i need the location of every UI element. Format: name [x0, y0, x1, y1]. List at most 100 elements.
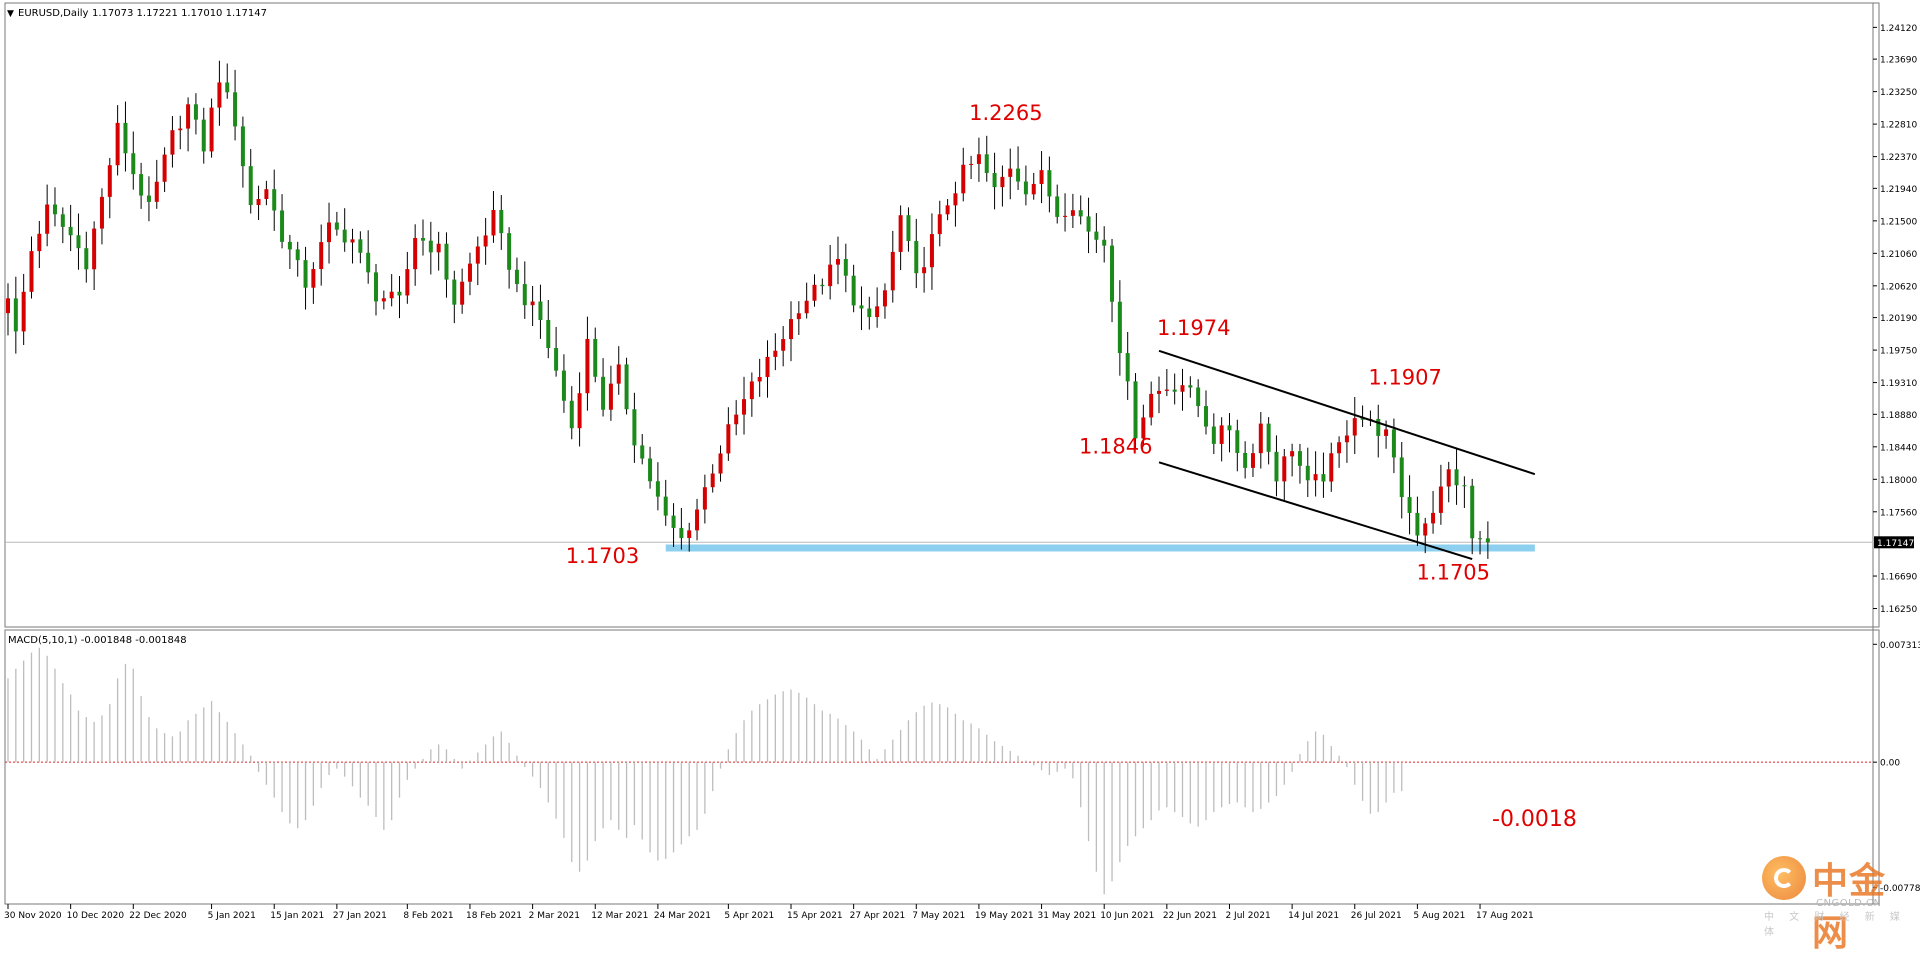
candle-body [6, 298, 10, 314]
candle-body [413, 238, 418, 270]
candle-body [1094, 231, 1099, 240]
candle-body [209, 107, 214, 152]
candle [1360, 405, 1365, 427]
macd-value-annotation: -0.0018 [1492, 807, 1577, 832]
candle [882, 283, 887, 319]
candle-body [139, 174, 144, 196]
candle [170, 116, 175, 168]
candle [796, 301, 801, 335]
candle [546, 300, 551, 359]
candle [107, 157, 112, 219]
price-tick-label: 1.18440 [1880, 443, 1917, 453]
candle-body [1344, 435, 1349, 443]
candle [452, 270, 457, 324]
candle [248, 148, 253, 214]
candle [765, 340, 770, 398]
candle [1352, 396, 1357, 455]
candle-body [170, 130, 175, 155]
candle [1227, 413, 1232, 453]
candle [1407, 475, 1412, 535]
candle [436, 231, 441, 271]
candle-body [530, 301, 535, 306]
candle-body [632, 409, 637, 446]
candle [640, 434, 645, 465]
candle [1039, 151, 1044, 204]
candle-body [1102, 239, 1107, 246]
candle-body [1431, 512, 1436, 524]
candle [217, 60, 222, 126]
candle-body [1227, 425, 1232, 431]
candle-body [146, 195, 151, 202]
candle-body [648, 458, 653, 482]
candle [687, 522, 692, 552]
candle-body [1133, 381, 1138, 439]
candle [718, 445, 723, 482]
candle-body [1274, 451, 1279, 482]
candle-body [303, 260, 308, 288]
candle-body [1360, 418, 1365, 420]
price-tick-label: 1.22370 [1880, 153, 1917, 163]
candle-body [358, 239, 363, 253]
candle-body [992, 173, 997, 188]
candle [1399, 441, 1404, 519]
date-tick-label: 27 Jan 2021 [333, 911, 387, 921]
date-tick-label: 26 Jul 2021 [1351, 911, 1402, 921]
candle-body [1203, 406, 1208, 427]
candle [742, 376, 747, 435]
candle [953, 181, 958, 227]
price-annotation: 1.1974 [1157, 316, 1230, 340]
candle-body [593, 338, 598, 377]
candle [311, 262, 316, 304]
candle-body [726, 424, 731, 454]
candle-body [1446, 469, 1451, 487]
candle [1485, 521, 1490, 559]
candle-body [29, 251, 34, 292]
candle [608, 365, 613, 421]
candle [1423, 517, 1428, 554]
price-tick-label: 1.19750 [1880, 347, 1917, 357]
candle [530, 286, 535, 327]
candle [812, 274, 817, 307]
candle [1462, 476, 1467, 508]
candle-body [115, 122, 120, 166]
candle [1055, 184, 1060, 224]
candle-body [757, 377, 762, 382]
candle [1266, 417, 1271, 465]
macd-panel [4, 629, 1880, 905]
date-tick-label: 19 May 2021 [975, 911, 1034, 921]
date-tick-label: 10 Dec 2020 [67, 911, 125, 921]
candle-body [92, 228, 97, 270]
candle [695, 498, 700, 541]
date-tick-label: 24 Mar 2021 [654, 911, 711, 921]
candle-body [68, 226, 73, 236]
candle [1008, 148, 1013, 200]
price-tick-label: 1.17560 [1880, 508, 1917, 518]
candle-body [366, 252, 371, 273]
candle-body [1211, 426, 1216, 444]
candle [702, 474, 707, 524]
candle-body [186, 104, 191, 129]
candle-body [710, 473, 715, 488]
candle [1470, 478, 1475, 555]
candle [1063, 193, 1068, 232]
price-tick-label: 1.20620 [1880, 282, 1917, 292]
candle [1094, 213, 1099, 253]
candle [632, 392, 637, 463]
candle-body [1454, 469, 1459, 486]
candle [350, 228, 355, 264]
ohlc-values: 1.17073 1.17221 1.17010 1.17147 [92, 8, 267, 19]
candle [906, 207, 911, 252]
candle [1243, 441, 1248, 479]
candle-body [295, 249, 300, 261]
date-tick-label: 17 Aug 2021 [1476, 911, 1534, 921]
candle-body [1250, 453, 1255, 468]
candle [1023, 165, 1028, 206]
price-tick-label: 1.19310 [1880, 379, 1917, 389]
candle [514, 257, 519, 293]
chart-menu-icon[interactable]: ▼ [7, 9, 14, 19]
candle-body [507, 233, 512, 270]
candle-body [1196, 387, 1201, 407]
candle [99, 188, 104, 245]
candle-body [867, 308, 872, 318]
candle-body [374, 272, 379, 302]
